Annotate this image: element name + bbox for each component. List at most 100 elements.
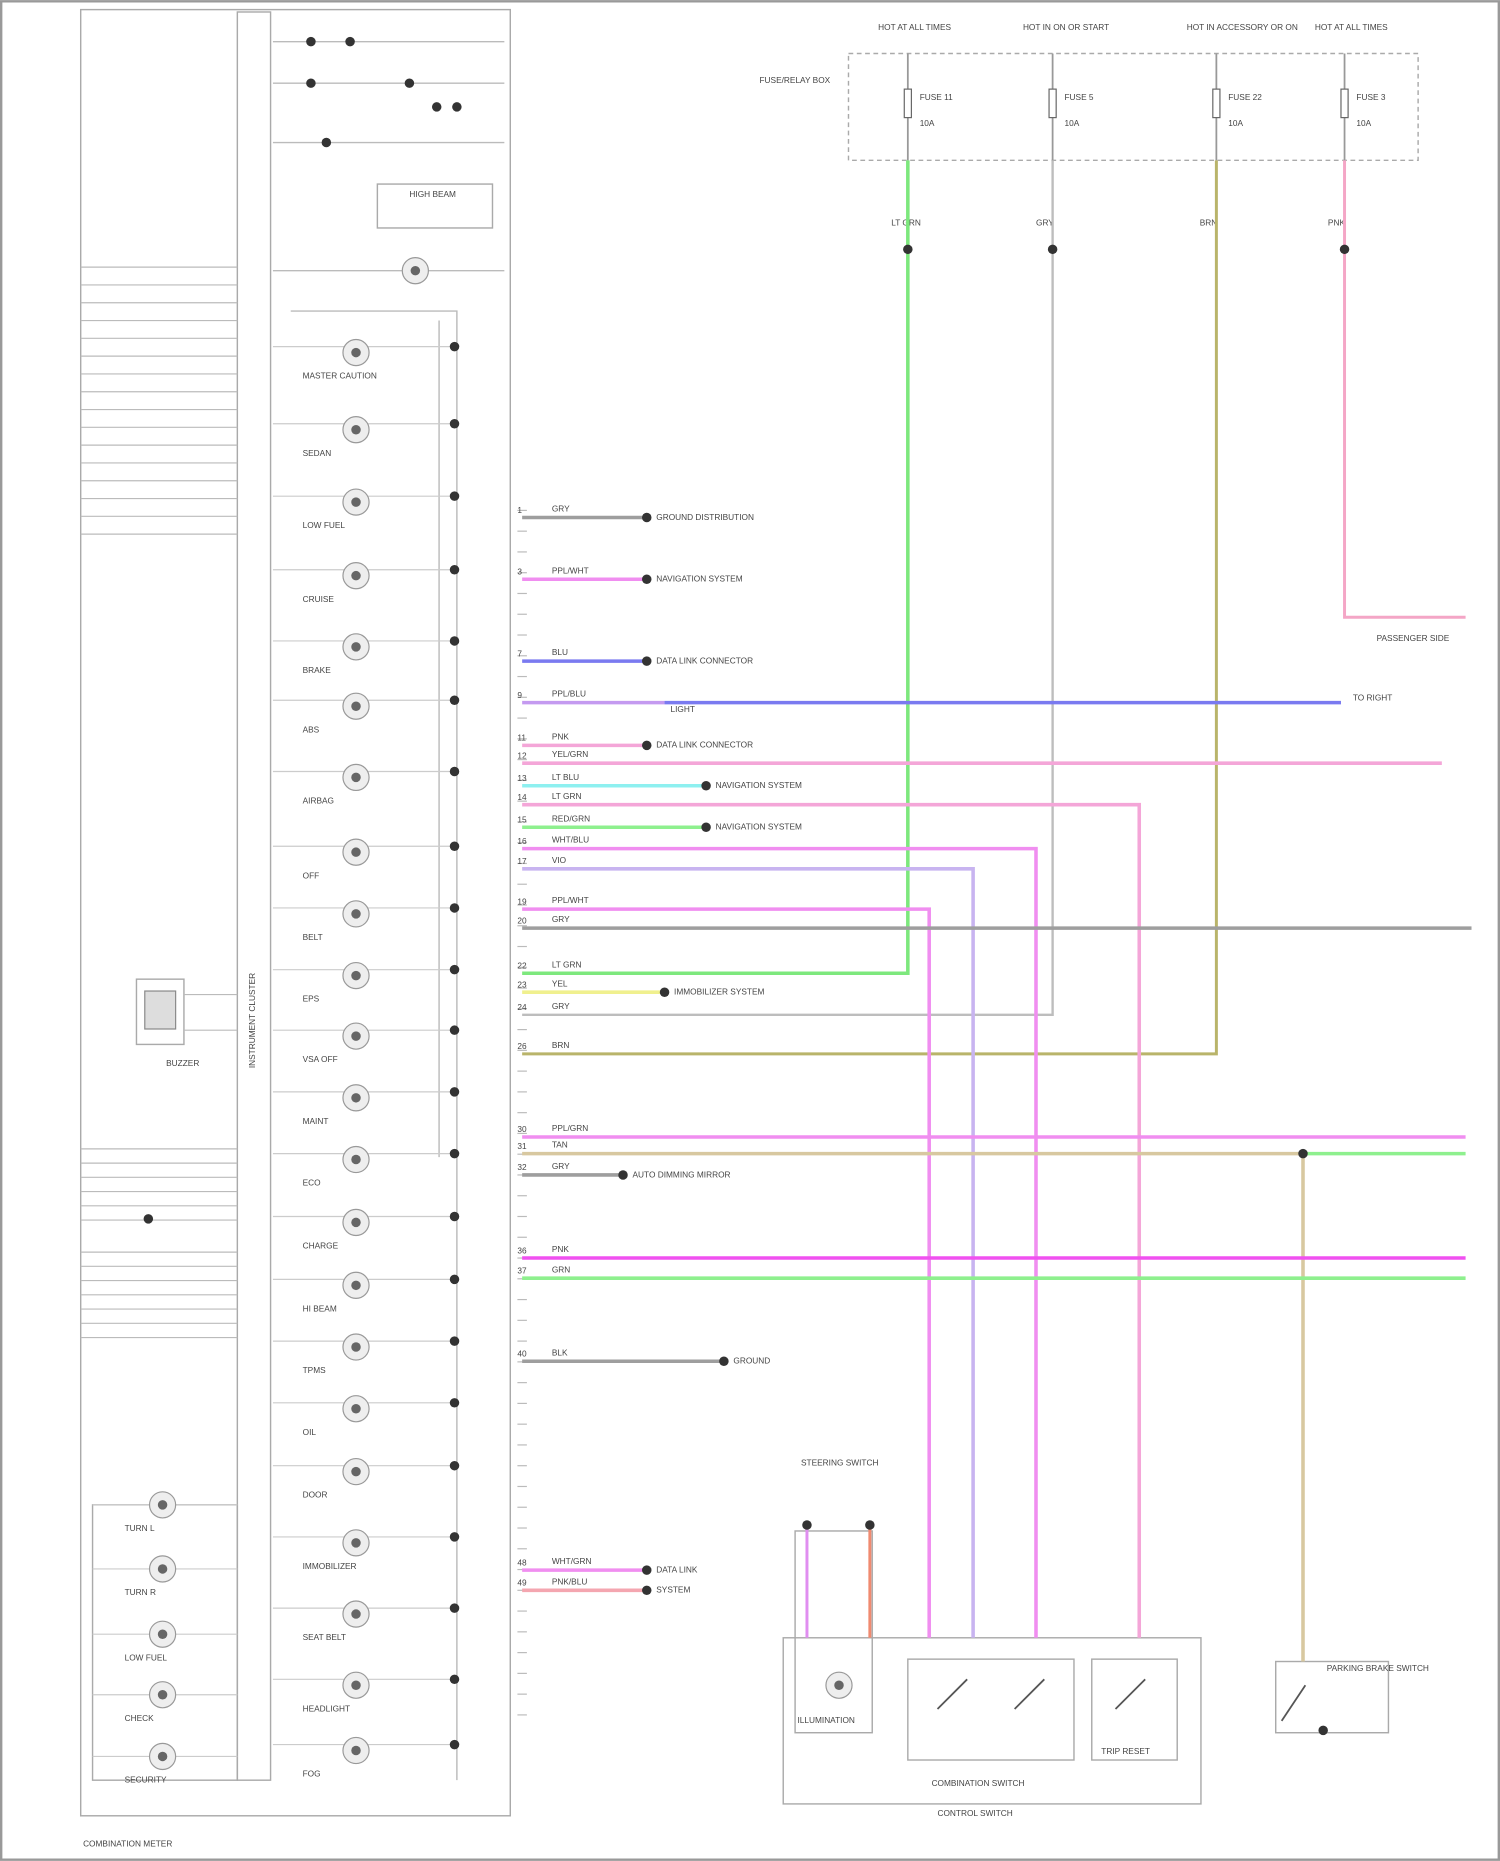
wire-color-label: GRY — [552, 1001, 570, 1011]
fuse-icon — [903, 88, 912, 119]
pin-number: 26 — [517, 1041, 527, 1051]
wire-color-label: WHT/BLU — [552, 835, 589, 845]
indicator-lamp-icon-filament — [351, 570, 361, 581]
lamp-label: OFF — [303, 870, 320, 880]
switch-contact-icon — [1014, 1678, 1045, 1710]
wire-color-label: WHT/GRN — [552, 1556, 592, 1566]
splice-dot — [701, 780, 711, 791]
lamp-splice — [449, 491, 460, 501]
right-label-1: TO RIGHT — [1353, 692, 1392, 702]
combination-switch-box — [907, 1658, 1075, 1761]
wire-pin-19 — [522, 907, 931, 1638]
left-lamp-label: LOW FUEL — [125, 1652, 168, 1662]
wire-color-label: BRN — [1200, 218, 1218, 228]
pin-number: 24 — [517, 1002, 527, 1012]
wire-color-label: PNK — [552, 1244, 570, 1254]
lamp-splice — [449, 903, 460, 913]
fuse-rating: 10A — [920, 118, 935, 128]
pin-number: 31 — [517, 1141, 527, 1151]
pin-number: 30 — [517, 1124, 527, 1134]
destination-label: GROUND DISTRIBUTION — [656, 512, 754, 522]
wire-color-label: BRN — [552, 1040, 570, 1050]
wire-color-label: GRY — [1036, 218, 1054, 228]
wire-color-label: GRY — [552, 1161, 570, 1171]
splice-dot — [642, 1585, 652, 1596]
control-switch-label: CONTROL SWITCH — [937, 1808, 1012, 1818]
indicator-lamp-icon-filament — [351, 847, 361, 857]
pin-number: 19 — [517, 896, 527, 906]
ground-dot — [1318, 1725, 1328, 1736]
indicator-lamp-icon-filament — [351, 1403, 361, 1414]
lamp-label: ECO — [303, 1178, 322, 1188]
destination-label: GROUND — [733, 1356, 770, 1366]
wire-color-label: PNK/BLU — [552, 1576, 588, 1586]
lamp-label: HI BEAM — [303, 1303, 337, 1313]
wire-color-label: GRY — [552, 504, 570, 514]
lamp-splice — [449, 1025, 460, 1035]
power-source-label: HOT AT ALL TIMES — [1315, 22, 1388, 32]
splice-dot — [642, 1565, 652, 1575]
internal-splice-3 — [404, 78, 415, 88]
buzzer-label: BUZZER — [166, 1058, 199, 1068]
pin-number: 20 — [517, 915, 527, 925]
indicator-lamp-icon-filament — [351, 642, 361, 652]
left-lamp-label: CHECK — [125, 1713, 155, 1723]
wire-color-label: LT GRN — [552, 959, 582, 969]
pin-number: 13 — [517, 773, 527, 783]
pin-number: 14 — [517, 792, 527, 802]
indicator-lamp-icon-filament — [351, 1609, 361, 1619]
splice-dot — [1298, 1148, 1308, 1159]
wire-color-label: BLK — [552, 1347, 568, 1357]
pin-number: 49 — [517, 1578, 527, 1588]
indicator-lamp-icon-filament — [351, 347, 361, 358]
lamp-splice — [449, 695, 460, 706]
indicator-lamp-icon-filament — [351, 1154, 361, 1165]
wire-pin-14 — [522, 802, 1142, 1638]
splice-dot — [802, 1520, 812, 1530]
lamp-label: CRUISE — [303, 594, 335, 604]
internal-splice-4 — [431, 102, 442, 112]
power-source-label: HOT AT ALL TIMES — [878, 22, 951, 32]
wire-fuse-22 — [522, 160, 1218, 1056]
internal-splice-0 — [306, 36, 316, 47]
lamp-label: HEADLIGHT — [303, 1703, 350, 1713]
lamp-label: EPS — [303, 994, 320, 1004]
splice-dot — [701, 822, 711, 833]
destination-label: IMMOBILIZER SYSTEM — [674, 987, 764, 997]
indicator-lamp-icon-filament — [157, 1564, 168, 1574]
indicator-lamp-icon-filament — [351, 772, 361, 783]
wire-color-label: BLU — [552, 647, 568, 657]
steering-switch-label: STEERING SWITCH — [801, 1458, 878, 1468]
internal-splice-6 — [321, 137, 332, 148]
indicator-lamp-icon-filament — [351, 1342, 361, 1352]
lamp-splice — [449, 341, 460, 352]
buzzer-icon — [144, 990, 177, 1030]
lamp-label: CHARGE — [303, 1241, 339, 1251]
pin-number: 22 — [517, 960, 527, 970]
lamp-label: MAINT — [303, 1116, 329, 1126]
wire-color-label: LT GRN — [552, 791, 582, 801]
trip-reset-label: TRIP RESET — [1101, 1746, 1150, 1756]
indicator-lamp-icon-filament — [351, 1031, 361, 1041]
buzzer-box — [135, 978, 185, 1046]
indicator-lamp-icon-filament — [157, 1629, 168, 1639]
lamp-splice — [449, 841, 460, 851]
destination-label: DATA LINK CONNECTOR — [656, 740, 753, 750]
fuse-rating: 10A — [1356, 118, 1371, 128]
left-lamp-label: SECURITY — [125, 1775, 167, 1785]
pin-number: 9 — [517, 690, 522, 700]
destination-label: DATA LINK CONNECTOR — [656, 655, 753, 665]
left-splice — [143, 1214, 154, 1224]
lamp-label: IMMOBILIZER — [303, 1561, 357, 1571]
parking-brake-box — [1275, 1660, 1390, 1734]
indicator-lamp-icon-filament — [351, 1093, 361, 1103]
lamp-bus-2 — [290, 310, 458, 1781]
fuse-label: FUSE 5 — [1064, 92, 1093, 102]
pin-number: 32 — [517, 1162, 527, 1172]
internal-splice-2 — [345, 36, 355, 47]
internal-lamp-icon-filament — [410, 265, 421, 276]
destination-label: NAVIGATION SYSTEM — [656, 574, 742, 584]
wire-color-label: LT BLU — [552, 772, 579, 782]
lamp-splice — [449, 1087, 460, 1097]
fuse-rating: 10A — [1228, 118, 1243, 128]
